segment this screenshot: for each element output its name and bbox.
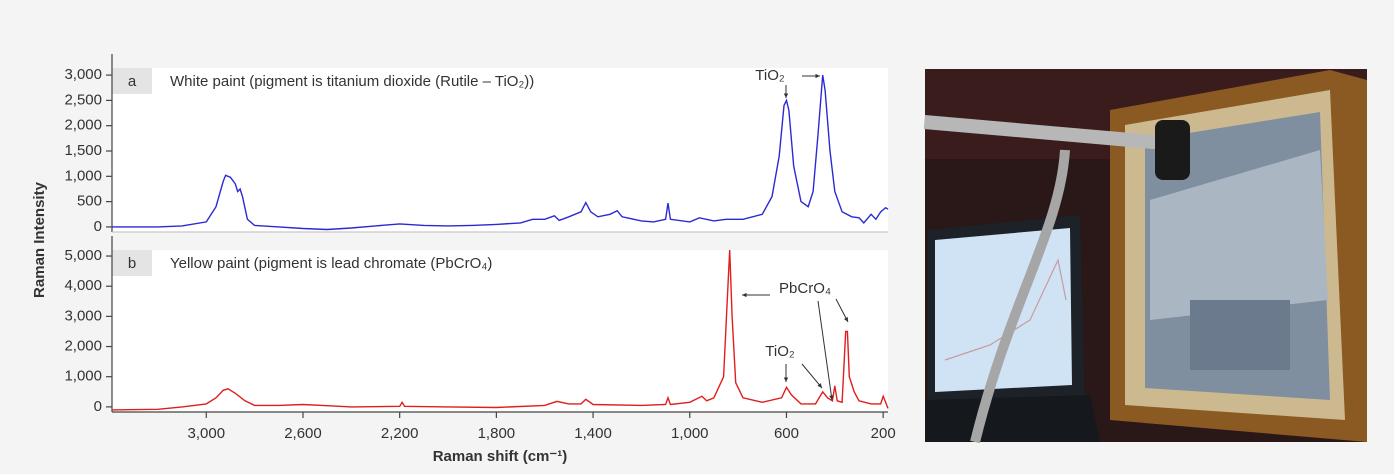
- y-axis-label: Raman Intensity: [31, 181, 48, 298]
- y-tick-label: 0: [94, 218, 102, 235]
- panel-title: Yellow paint (pigment is lead chromate (…: [170, 255, 492, 272]
- peak-annotation: PbCrO₄: [779, 280, 831, 297]
- x-tick-label: 1,000: [671, 425, 709, 442]
- y-tick-label: 1,000: [64, 368, 102, 385]
- spectrum-line: [111, 249, 889, 411]
- x-tick-label: 1,400: [574, 425, 612, 442]
- x-tick-label: 2,600: [284, 425, 322, 442]
- y-tick-label: 2,000: [64, 338, 102, 355]
- x-tick-label: 200: [871, 425, 896, 442]
- x-tick-label: 600: [774, 425, 799, 442]
- y-tick-label: 5,000: [64, 247, 102, 264]
- y-tick-label: 1,500: [64, 142, 102, 159]
- panel-tag: [112, 68, 152, 94]
- arrow-head: [817, 383, 822, 388]
- arrow-head: [783, 377, 789, 382]
- y-tick-label: 3,000: [64, 307, 102, 324]
- y-tick-label: 4,000: [64, 277, 102, 294]
- panel-tag: [112, 250, 152, 276]
- y-tick-label: 2,000: [64, 117, 102, 134]
- photo: [923, 69, 1367, 444]
- arrow-head: [843, 317, 848, 322]
- x-tick-label: 3,000: [188, 425, 226, 442]
- plot-area: [112, 250, 888, 412]
- y-tick-label: 1,000: [64, 167, 102, 184]
- panel-title: White paint (pigment is titanium dioxide…: [170, 73, 534, 90]
- annotation-arrow: [801, 363, 823, 389]
- x-tick-label: 1,800: [478, 425, 516, 442]
- y-tick-label: 0: [94, 398, 102, 415]
- y-tick-label: 500: [77, 193, 102, 210]
- peak-annotation: TiO₂: [755, 67, 785, 84]
- panel-letter: a: [128, 73, 137, 90]
- arrow-head: [815, 73, 820, 79]
- arrow-head: [783, 93, 789, 98]
- arrow-head: [742, 292, 747, 298]
- x-tick-label: 2,200: [381, 425, 419, 442]
- y-tick-label: 3,000: [64, 66, 102, 83]
- arrow-head: [829, 395, 834, 400]
- x-axis-label: Raman shift (cm⁻¹): [433, 448, 568, 465]
- peak-annotation: TiO₂: [765, 343, 795, 360]
- annotation-arrow: [817, 300, 833, 401]
- panel-letter: b: [128, 255, 136, 272]
- spectrum-line: [112, 74, 889, 231]
- plot-area: [112, 68, 888, 232]
- y-tick-label: 2,500: [64, 91, 102, 108]
